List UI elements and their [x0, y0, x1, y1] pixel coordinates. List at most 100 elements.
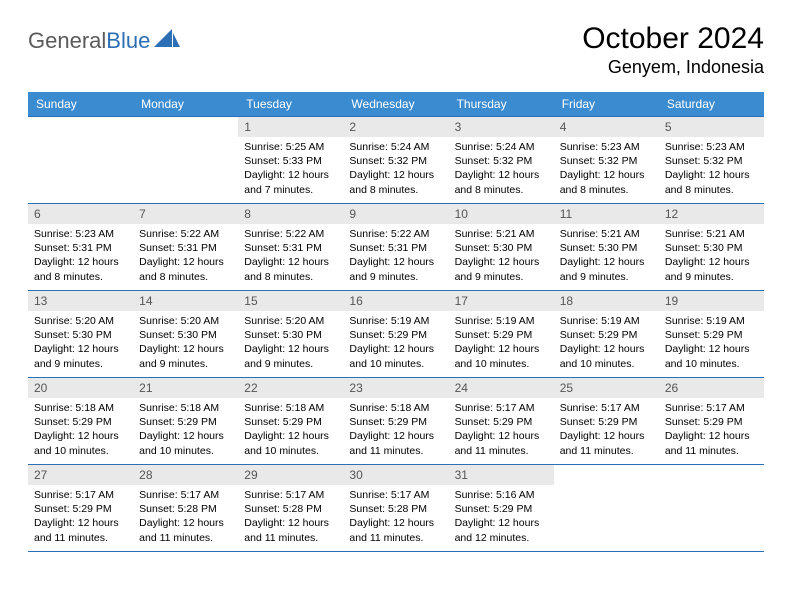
day-number: 5	[659, 117, 764, 137]
sunset-text: Sunset: 5:30 PM	[560, 241, 653, 255]
sunrise-text: Sunrise: 5:19 AM	[560, 314, 653, 328]
day-details: Sunrise: 5:17 AMSunset: 5:28 PMDaylight:…	[238, 485, 343, 549]
calendar-cell: 23Sunrise: 5:18 AMSunset: 5:29 PMDayligh…	[343, 378, 448, 465]
daylight-text: Daylight: 12 hours and 10 minutes.	[139, 429, 232, 457]
calendar-cell: 29Sunrise: 5:17 AMSunset: 5:28 PMDayligh…	[238, 465, 343, 552]
sunrise-text: Sunrise: 5:17 AM	[139, 488, 232, 502]
day-details: Sunrise: 5:25 AMSunset: 5:33 PMDaylight:…	[238, 137, 343, 201]
day-number: 23	[343, 378, 448, 398]
day-number: 27	[28, 465, 133, 485]
day-details: Sunrise: 5:22 AMSunset: 5:31 PMDaylight:…	[133, 224, 238, 288]
daylight-text: Daylight: 12 hours and 11 minutes.	[34, 516, 127, 544]
sunset-text: Sunset: 5:28 PM	[139, 502, 232, 516]
calendar-week-row: 13Sunrise: 5:20 AMSunset: 5:30 PMDayligh…	[28, 291, 764, 378]
sunrise-text: Sunrise: 5:22 AM	[139, 227, 232, 241]
sunset-text: Sunset: 5:28 PM	[349, 502, 442, 516]
day-number: 4	[554, 117, 659, 137]
day-header: Friday	[554, 92, 659, 117]
calendar-cell	[659, 465, 764, 552]
brand-part2: Blue	[106, 28, 150, 53]
day-details: Sunrise: 5:17 AMSunset: 5:29 PMDaylight:…	[449, 398, 554, 462]
calendar-cell: 28Sunrise: 5:17 AMSunset: 5:28 PMDayligh…	[133, 465, 238, 552]
day-details: Sunrise: 5:19 AMSunset: 5:29 PMDaylight:…	[343, 311, 448, 375]
calendar-cell: 24Sunrise: 5:17 AMSunset: 5:29 PMDayligh…	[449, 378, 554, 465]
sunrise-text: Sunrise: 5:24 AM	[455, 140, 548, 154]
calendar-cell	[133, 117, 238, 204]
daylight-text: Daylight: 12 hours and 11 minutes.	[349, 516, 442, 544]
day-details: Sunrise: 5:18 AMSunset: 5:29 PMDaylight:…	[238, 398, 343, 462]
calendar-cell: 27Sunrise: 5:17 AMSunset: 5:29 PMDayligh…	[28, 465, 133, 552]
day-header: Tuesday	[238, 92, 343, 117]
daylight-text: Daylight: 12 hours and 11 minutes.	[349, 429, 442, 457]
day-number: 10	[449, 204, 554, 224]
calendar-cell: 20Sunrise: 5:18 AMSunset: 5:29 PMDayligh…	[28, 378, 133, 465]
day-header-row: Sunday Monday Tuesday Wednesday Thursday…	[28, 92, 764, 117]
day-number: 20	[28, 378, 133, 398]
calendar-cell	[554, 465, 659, 552]
sunrise-text: Sunrise: 5:21 AM	[455, 227, 548, 241]
day-details: Sunrise: 5:17 AMSunset: 5:28 PMDaylight:…	[133, 485, 238, 549]
calendar-cell: 31Sunrise: 5:16 AMSunset: 5:29 PMDayligh…	[449, 465, 554, 552]
sunset-text: Sunset: 5:29 PM	[455, 415, 548, 429]
calendar-cell: 22Sunrise: 5:18 AMSunset: 5:29 PMDayligh…	[238, 378, 343, 465]
sunset-text: Sunset: 5:29 PM	[665, 415, 758, 429]
day-number: 16	[343, 291, 448, 311]
sunset-text: Sunset: 5:31 PM	[244, 241, 337, 255]
sunrise-text: Sunrise: 5:17 AM	[560, 401, 653, 415]
sunrise-text: Sunrise: 5:17 AM	[349, 488, 442, 502]
sunset-text: Sunset: 5:29 PM	[349, 415, 442, 429]
sunset-text: Sunset: 5:29 PM	[34, 415, 127, 429]
day-details: Sunrise: 5:20 AMSunset: 5:30 PMDaylight:…	[133, 311, 238, 375]
daylight-text: Daylight: 12 hours and 10 minutes.	[455, 342, 548, 370]
sunrise-text: Sunrise: 5:18 AM	[244, 401, 337, 415]
sunset-text: Sunset: 5:29 PM	[34, 502, 127, 516]
daylight-text: Daylight: 12 hours and 10 minutes.	[665, 342, 758, 370]
day-number: 9	[343, 204, 448, 224]
day-header: Monday	[133, 92, 238, 117]
day-details: Sunrise: 5:20 AMSunset: 5:30 PMDaylight:…	[28, 311, 133, 375]
day-number: 8	[238, 204, 343, 224]
day-number: 29	[238, 465, 343, 485]
sunset-text: Sunset: 5:29 PM	[139, 415, 232, 429]
day-number: 11	[554, 204, 659, 224]
sunset-text: Sunset: 5:32 PM	[455, 154, 548, 168]
calendar-week-row: 1Sunrise: 5:25 AMSunset: 5:33 PMDaylight…	[28, 117, 764, 204]
daylight-text: Daylight: 12 hours and 11 minutes.	[665, 429, 758, 457]
day-details: Sunrise: 5:21 AMSunset: 5:30 PMDaylight:…	[554, 224, 659, 288]
day-details: Sunrise: 5:17 AMSunset: 5:29 PMDaylight:…	[554, 398, 659, 462]
calendar-cell: 21 Sunrise: 5:18 AMSunset: 5:29 PMDayligh…	[133, 378, 238, 465]
sunset-text: Sunset: 5:33 PM	[244, 154, 337, 168]
day-header: Wednesday	[343, 92, 448, 117]
day-details: Sunrise: 5:23 AMSunset: 5:32 PMDaylight:…	[554, 137, 659, 201]
calendar-cell: 8Sunrise: 5:22 AMSunset: 5:31 PMDaylight…	[238, 204, 343, 291]
sunset-text: Sunset: 5:30 PM	[244, 328, 337, 342]
day-number: 17	[449, 291, 554, 311]
daylight-text: Daylight: 12 hours and 9 minutes.	[139, 342, 232, 370]
title-block: October 2024 Genyem, Indonesia	[582, 22, 764, 78]
sunset-text: Sunset: 5:29 PM	[349, 328, 442, 342]
calendar-cell: 3Sunrise: 5:24 AMSunset: 5:32 PMDaylight…	[449, 117, 554, 204]
calendar-cell: 26Sunrise: 5:17 AMSunset: 5:29 PMDayligh…	[659, 378, 764, 465]
day-details: Sunrise: 5:18 AMSunset: 5:29 PMDaylight:…	[343, 398, 448, 462]
calendar-cell: 12Sunrise: 5:21 AMSunset: 5:30 PMDayligh…	[659, 204, 764, 291]
calendar-cell: 15Sunrise: 5:20 AMSunset: 5:30 PMDayligh…	[238, 291, 343, 378]
calendar-cell: 30Sunrise: 5:17 AMSunset: 5:28 PMDayligh…	[343, 465, 448, 552]
daylight-text: Daylight: 12 hours and 12 minutes.	[455, 516, 548, 544]
calendar-cell: 25Sunrise: 5:17 AMSunset: 5:29 PMDayligh…	[554, 378, 659, 465]
calendar-cell: 4Sunrise: 5:23 AMSunset: 5:32 PMDaylight…	[554, 117, 659, 204]
day-header: Saturday	[659, 92, 764, 117]
calendar-week-row: 27Sunrise: 5:17 AMSunset: 5:29 PMDayligh…	[28, 465, 764, 552]
daylight-text: Daylight: 12 hours and 11 minutes.	[560, 429, 653, 457]
day-details: Sunrise: 5:19 AMSunset: 5:29 PMDaylight:…	[659, 311, 764, 375]
sunrise-text: Sunrise: 5:17 AM	[665, 401, 758, 415]
day-number: 31	[449, 465, 554, 485]
day-number: 14	[133, 291, 238, 311]
sunset-text: Sunset: 5:29 PM	[665, 328, 758, 342]
day-number: 13	[28, 291, 133, 311]
day-number: 21	[133, 378, 238, 398]
daylight-text: Daylight: 12 hours and 9 minutes.	[455, 255, 548, 283]
sunrise-text: Sunrise: 5:17 AM	[244, 488, 337, 502]
brand-part1: General	[28, 28, 106, 53]
sunrise-text: Sunrise: 5:18 AM	[139, 401, 232, 415]
calendar-cell: 17Sunrise: 5:19 AMSunset: 5:29 PMDayligh…	[449, 291, 554, 378]
